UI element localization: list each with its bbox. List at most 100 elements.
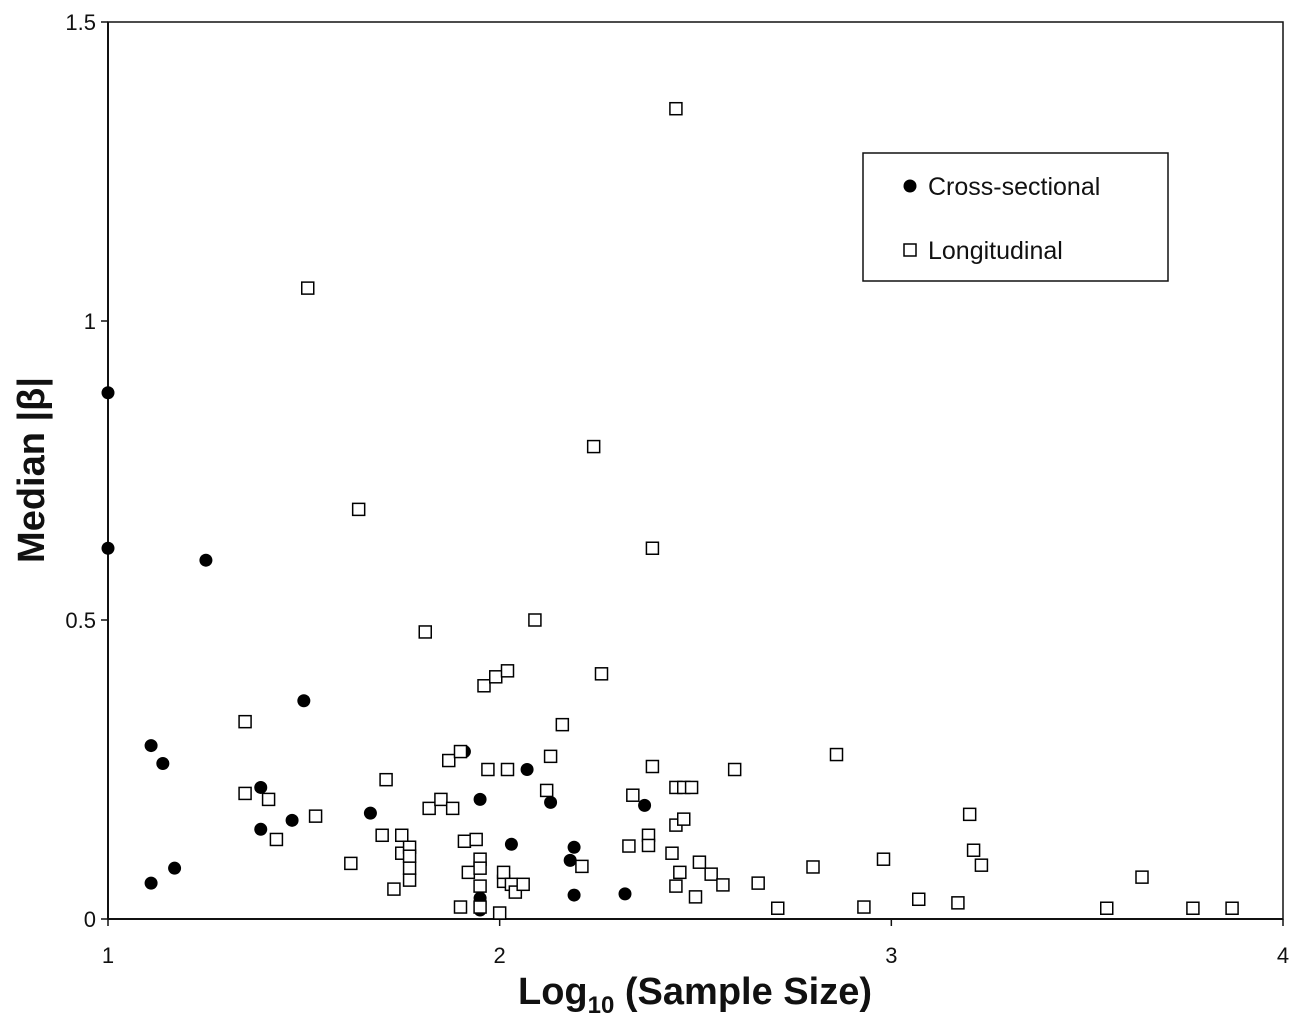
- legend-label-longitudinal: Longitudinal: [928, 237, 1063, 265]
- point-longitudinal: [473, 861, 487, 875]
- point-longitudinal: [453, 744, 468, 759]
- point-longitudinal: [445, 801, 460, 816]
- point-longitudinal: [555, 717, 570, 732]
- point-longitudinal: [434, 792, 448, 807]
- point-longitudinal: [516, 877, 530, 892]
- point-longitudinal: [344, 856, 358, 871]
- point-longitudinal: [626, 788, 640, 802]
- point-cross-sectional: [563, 853, 577, 867]
- point-longitudinal: [422, 801, 436, 816]
- point-longitudinal: [692, 855, 707, 869]
- point-longitudinal: [876, 852, 891, 866]
- point-longitudinal: [727, 762, 742, 777]
- point-longitudinal: [1100, 901, 1114, 915]
- point-cross-sectional: [254, 822, 268, 836]
- x-axis-title-subscript: 10: [588, 992, 615, 1019]
- x-axis-title-main: Log: [518, 971, 588, 1013]
- point-cross-sectional: [144, 739, 158, 753]
- point-longitudinal: [751, 876, 765, 890]
- legend: Cross-sectional Longitudinal: [862, 152, 1169, 282]
- point-cross-sectional: [638, 798, 652, 812]
- legend-box: [862, 152, 1169, 282]
- point-longitudinal: [308, 809, 323, 823]
- point-longitudinal: [469, 832, 483, 847]
- point-longitudinal: [261, 792, 276, 807]
- point-longitudinal: [645, 759, 660, 774]
- y-tick-label: 0: [84, 907, 96, 932]
- data-points: [101, 101, 1239, 920]
- point-longitudinal: [1225, 901, 1239, 915]
- point-cross-sectional: [544, 795, 558, 809]
- point-longitudinal: [269, 832, 284, 847]
- point-longitudinal: [951, 896, 965, 910]
- point-cross-sectional: [363, 806, 377, 820]
- point-longitudinal: [402, 861, 417, 875]
- point-longitudinal: [528, 613, 542, 627]
- point-longitudinal: [966, 843, 981, 857]
- legend-marker-cross-sectional: [903, 179, 917, 193]
- point-longitudinal: [473, 879, 487, 893]
- point-longitudinal: [543, 749, 558, 764]
- point-cross-sectional: [567, 840, 581, 854]
- point-longitudinal: [669, 879, 683, 893]
- point-longitudinal: [594, 667, 609, 681]
- point-longitudinal: [806, 860, 820, 874]
- point-longitudinal: [575, 859, 589, 874]
- point-longitudinal: [500, 762, 515, 777]
- x-axis-title: Log10 (Sample Size): [518, 971, 872, 1019]
- point-longitudinal: [473, 900, 487, 914]
- point-longitudinal: [829, 747, 844, 762]
- point-cross-sectional: [297, 694, 311, 708]
- point-longitudinal: [641, 838, 656, 853]
- point-longitudinal: [857, 900, 871, 914]
- point-longitudinal: [771, 901, 785, 915]
- point-longitudinal: [457, 834, 472, 849]
- point-longitudinal: [673, 865, 687, 880]
- point-longitudinal: [301, 281, 315, 295]
- point-longitudinal: [974, 858, 989, 872]
- point-longitudinal: [238, 714, 252, 729]
- y-axis-title: Median |β|: [11, 377, 53, 563]
- point-longitudinal: [912, 892, 926, 907]
- point-longitudinal: [704, 867, 718, 881]
- point-longitudinal: [453, 900, 468, 914]
- point-longitudinal: [238, 786, 252, 801]
- point-cross-sectional: [199, 553, 213, 567]
- point-longitudinal: [622, 839, 636, 853]
- point-longitudinal: [586, 439, 601, 454]
- point-longitudinal: [492, 906, 507, 920]
- point-longitudinal: [500, 664, 515, 678]
- point-longitudinal: [379, 772, 393, 787]
- x-tick-label: 2: [494, 943, 506, 968]
- point-longitudinal: [665, 846, 679, 860]
- point-longitudinal: [1135, 870, 1149, 884]
- point-longitudinal: [402, 873, 417, 887]
- point-longitudinal: [489, 670, 503, 684]
- point-cross-sectional: [520, 763, 534, 776]
- point-longitudinal: [402, 849, 417, 863]
- point-cross-sectional: [144, 876, 158, 890]
- point-longitudinal: [716, 878, 730, 892]
- point-cross-sectional: [168, 861, 182, 875]
- point-longitudinal: [387, 882, 401, 896]
- point-longitudinal: [351, 502, 366, 517]
- point-cross-sectional: [156, 757, 170, 771]
- point-longitudinal: [375, 828, 389, 843]
- point-longitudinal: [481, 762, 495, 777]
- point-longitudinal: [418, 625, 432, 639]
- y-tick-label: 1: [84, 309, 96, 334]
- legend-label-cross-sectional: Cross-sectional: [928, 173, 1100, 201]
- axes: 1 2 3 4 0 0.5 1 1.5: [65, 10, 1289, 968]
- point-cross-sectional: [567, 888, 581, 902]
- point-longitudinal: [684, 780, 699, 795]
- legend-marker-longitudinal: [903, 243, 917, 257]
- point-longitudinal: [1186, 901, 1200, 915]
- point-cross-sectional: [101, 541, 115, 555]
- point-longitudinal: [496, 865, 511, 880]
- point-cross-sectional: [101, 386, 115, 400]
- y-tick-label: 0.5: [65, 608, 96, 633]
- point-longitudinal: [669, 101, 683, 116]
- point-longitudinal: [539, 783, 554, 798]
- point-longitudinal: [461, 865, 476, 880]
